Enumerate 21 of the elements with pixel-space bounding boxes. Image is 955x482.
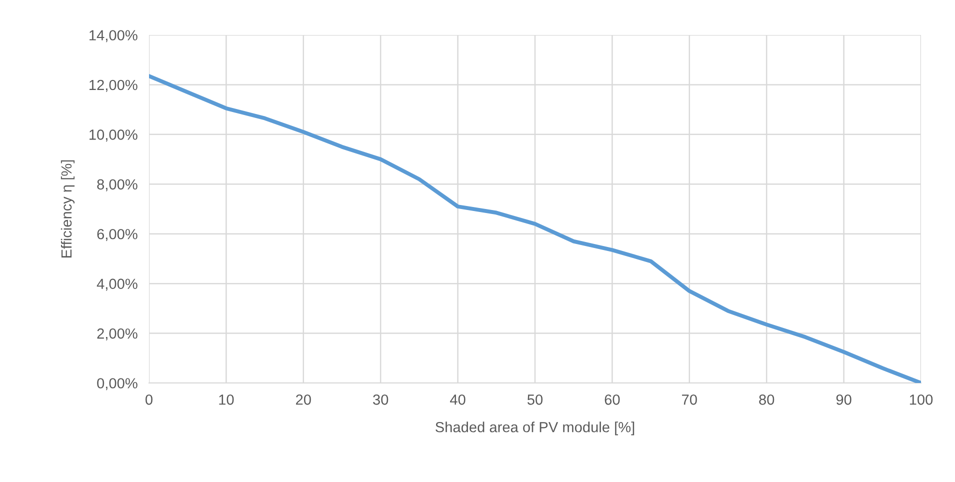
y-tick-label: 0,00% [97, 378, 138, 390]
y-tick-label: 12,00% [90, 80, 138, 92]
x-tick-label: 70 [682, 394, 697, 405]
x-tick-label: 50 [527, 394, 543, 405]
x-tick-label: 90 [836, 394, 852, 405]
y-tick-label: 14,00% [90, 30, 138, 42]
x-tick-label: 0 [146, 394, 152, 405]
x-tick-label: 10 [219, 394, 234, 405]
y-tick-label: 10,00% [90, 130, 138, 142]
x-tick-label: 40 [450, 394, 466, 405]
x-axis-title: Shaded area of PV module [%] [436, 422, 634, 436]
y-tick-label: 4,00% [96, 278, 138, 291]
x-tick-label: 20 [296, 394, 311, 405]
y-axis-title: Efficiency η [%] [60, 160, 75, 258]
x-tick-label: 60 [604, 394, 620, 405]
y-tick-label: 6,00% [97, 228, 138, 242]
y-tick-label: 2,00% [97, 328, 138, 340]
y-tick-label: 8,00% [97, 179, 138, 192]
x-tick-label: 80 [759, 394, 774, 405]
x-tick-label: 100 [910, 394, 933, 405]
x-tick-label: 30 [373, 394, 388, 405]
